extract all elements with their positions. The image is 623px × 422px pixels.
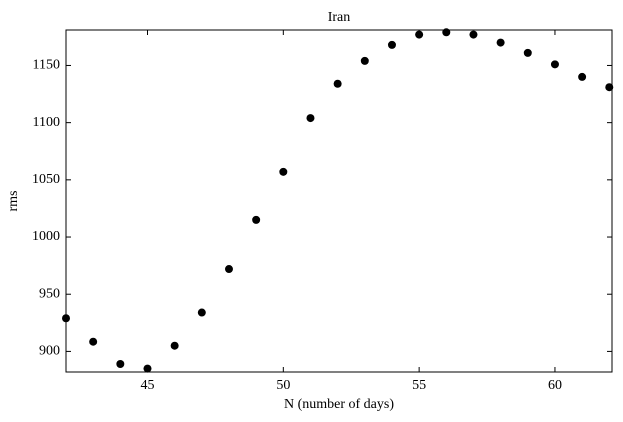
y-tick-label: 1100 <box>33 115 60 130</box>
plot-frame <box>65 29 613 373</box>
y-tick-label: 1150 <box>33 58 60 73</box>
data-point <box>116 359 125 368</box>
data-point <box>143 364 152 373</box>
data-point <box>170 341 179 350</box>
y-tick-label: 950 <box>39 286 60 301</box>
data-point <box>578 72 587 81</box>
data-point <box>252 215 261 224</box>
data-point <box>224 265 233 274</box>
data-point <box>306 114 315 123</box>
data-point <box>197 308 206 317</box>
y-tick-label: 1050 <box>32 172 60 187</box>
y-tick-label: 1000 <box>32 229 60 244</box>
x-tick-label: 60 <box>548 378 562 393</box>
data-point <box>442 28 451 37</box>
y-tick-label: 900 <box>39 344 60 359</box>
x-tick-label: 55 <box>412 378 426 393</box>
data-point <box>496 38 505 47</box>
data-point <box>333 79 342 88</box>
chart-title: Iran <box>328 10 351 25</box>
data-point <box>550 60 559 69</box>
data-point <box>279 167 288 176</box>
x-axis-label: N (number of days) <box>284 397 394 412</box>
data-point <box>62 314 70 323</box>
data-point <box>469 30 478 39</box>
x-tick-label: 45 <box>140 378 154 393</box>
y-axis-label: rms <box>6 191 21 212</box>
data-point <box>387 40 396 49</box>
data-point <box>415 30 424 39</box>
data-point <box>89 337 98 346</box>
data-point <box>605 83 614 92</box>
x-tick-label: 50 <box>276 378 290 393</box>
data-point <box>360 56 369 65</box>
data-point <box>523 48 532 57</box>
